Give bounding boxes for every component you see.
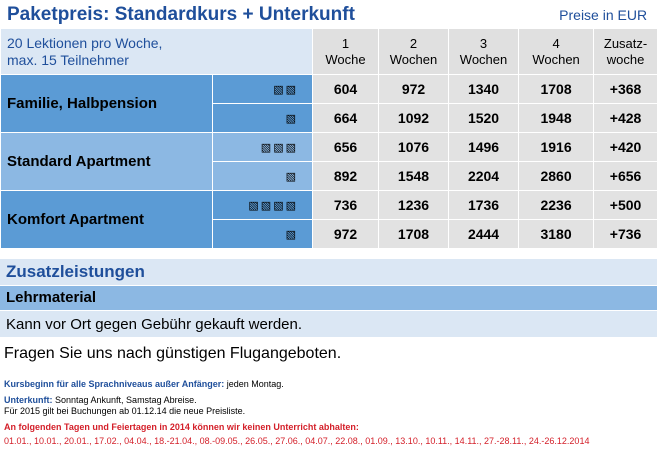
currency-note: Preise in EUR	[518, 0, 657, 29]
room-type: ▧	[212, 161, 313, 191]
course-start-label: Kursbeginn für alle Sprachniveaus außer …	[4, 379, 225, 389]
price-cell: 1236	[378, 190, 449, 220]
bed-icon: ▧	[273, 84, 284, 96]
price-cell: 1548	[378, 161, 449, 191]
price-cell: 1340	[447, 74, 520, 104]
price-cell: 972	[312, 219, 379, 249]
bed-icon: ▧	[248, 200, 259, 212]
column-header: 4 Wochen	[518, 28, 595, 75]
bed-icon: ▧	[285, 229, 296, 241]
room-type: ▧	[212, 219, 313, 249]
price-cell: +428	[593, 103, 657, 133]
lessons-info: 20 Lektionen pro Woche, max. 15 Teilnehm…	[0, 28, 313, 75]
bed-icon: ▧	[285, 171, 296, 183]
price-cell: +656	[593, 161, 657, 191]
extras-item-title: Lehrmaterial	[0, 286, 657, 311]
bed-icon: ▧	[260, 200, 272, 212]
price-cell: 1076	[378, 132, 449, 162]
bed-icon: ▧	[285, 84, 296, 96]
bed-icon: ▧	[273, 142, 284, 154]
column-header: Zusatz-woche	[593, 28, 657, 75]
price-cell: 2444	[447, 219, 520, 249]
price-cell: 3180	[518, 219, 595, 249]
column-header: 2 Wochen	[378, 28, 449, 75]
holidays-heading: An folgenden Tagen und Feiertagen in 201…	[4, 422, 359, 432]
bed-icon: ▧	[273, 200, 284, 212]
table-row: Standard Apartment ▧ ▧ ▧ 656 1076 1496 191…	[0, 132, 657, 191]
price-table: Paketpreis: Standardkurs + Unterkunft Pr…	[0, 0, 657, 249]
price-cell: 972	[378, 74, 449, 104]
price-cell: +736	[593, 219, 657, 249]
room-type: ▧ ▧ ▧ ▧	[212, 190, 313, 220]
price-cell: 736	[312, 190, 379, 220]
price-cell: 1520	[447, 103, 520, 133]
table-row: Familie, Halbpension ▧ ▧ 604 972 1340 170…	[0, 74, 657, 133]
price-cell: +420	[593, 132, 657, 162]
price-cell: 604	[312, 74, 379, 104]
price-cell: +500	[593, 190, 657, 220]
price-cell: +368	[593, 74, 657, 104]
accommodation-note: Unterkunft: Sonntag Ankunft, Samstag Abr…	[4, 395, 197, 406]
price-cell: 2204	[447, 161, 520, 191]
column-header: 3 Wochen	[447, 28, 520, 75]
price-cell: 2860	[518, 161, 595, 191]
bed-icon: ▧	[285, 200, 296, 212]
lessons-line-1: 20 Lektionen pro Woche,	[7, 34, 163, 51]
bed-icon: ▧	[285, 113, 296, 125]
table-row: Komfort Apartment ▧ ▧ ▧ ▧ 736 1236 1736 223…	[0, 190, 657, 249]
extras-heading: Zusatzleistungen	[0, 259, 657, 286]
room-type: ▧	[212, 103, 313, 133]
category-label: Familie, Halbpension	[0, 74, 213, 133]
category-label: Standard Apartment	[0, 132, 213, 191]
price-cell: 1496	[447, 132, 520, 162]
accommodation-label: Unterkunft:	[4, 395, 53, 405]
table-row: ▧ 892 1548 2204 2860 +656	[1, 161, 657, 191]
price-list-note: Für 2015 gilt bei Buchungen ab 01.12.14 …	[4, 406, 246, 416]
price-cell: 2236	[518, 190, 595, 220]
price-cell: 1708	[378, 219, 449, 249]
price-cell: 664	[312, 103, 379, 133]
price-cell: 1916	[518, 132, 595, 162]
price-cell: 1736	[447, 190, 520, 220]
price-cell: 892	[312, 161, 379, 191]
room-type: ▧ ▧ ▧	[212, 132, 313, 162]
flight-offer-note: Fragen Sie uns nach günstigen Flugangebo…	[4, 345, 342, 362]
page-title: Paketpreis: Standardkurs + Unterkunft	[0, 0, 520, 29]
holidays-dates: 01.01., 10.01., 20.01., 17.02., 04.04., …	[4, 436, 590, 446]
price-cell: 1948	[518, 103, 595, 133]
price-cell: 1708	[518, 74, 595, 104]
column-header: 1 Woche	[312, 28, 379, 75]
course-start-note: Kursbeginn für alle Sprachniveaus außer …	[4, 379, 284, 390]
extras-item-text: Kann vor Ort gegen Gebühr gekauft werden…	[0, 311, 657, 338]
room-type: ▧ ▧	[212, 74, 313, 104]
price-cell: 1092	[378, 103, 449, 133]
lessons-line-2: max. 15 Teilnehmer	[7, 51, 129, 68]
accommodation-value: Sonntag Ankunft, Samstag Abreise.	[52, 395, 197, 405]
price-cell: 656	[312, 132, 379, 162]
table-row: ▧ 664 1092 1520 1948 +428	[1, 103, 657, 133]
table-row: ▧ 972 1708 2444 3180 +736	[1, 219, 657, 249]
bed-icon: ▧	[285, 142, 296, 154]
bed-icon: ▧	[260, 142, 272, 154]
course-start-value: jeden Montag.	[224, 379, 284, 389]
category-label: Komfort Apartment	[0, 190, 213, 249]
